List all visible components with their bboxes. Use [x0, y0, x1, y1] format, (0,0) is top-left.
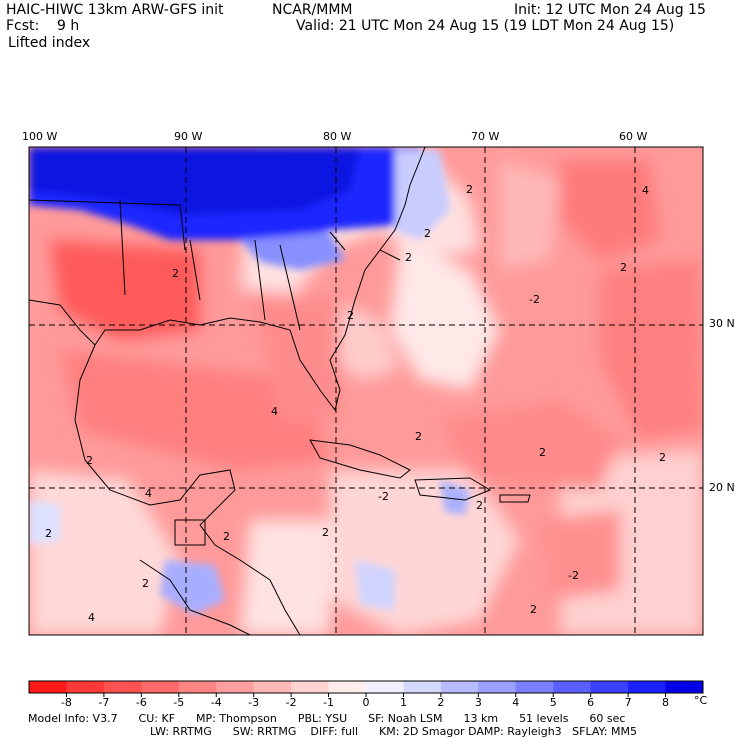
colorbar-swatch [29, 681, 67, 693]
colorbar-swatch [478, 681, 517, 693]
contour-label: -2 [529, 293, 540, 306]
lon-label-90w: 90 W [174, 130, 203, 143]
map-frame [28, 146, 704, 636]
contour-label: 2 [347, 309, 354, 322]
colorbar-swatch [66, 681, 105, 693]
field-shading [29, 147, 703, 635]
colorbar-swatch [553, 681, 592, 693]
colorbar-swatch [515, 681, 554, 693]
contour-label: 2 [415, 430, 422, 443]
contour-label: 4 [271, 405, 278, 418]
colorbar-tick-label: 7 [624, 696, 632, 709]
colorbar-swatch [590, 681, 629, 693]
colorbar-swatch [216, 681, 255, 693]
colorbar-tick-label: -5 [173, 696, 185, 709]
contour-label: 2 [405, 251, 412, 264]
contour-label: 2 [223, 530, 230, 543]
org-label: NCAR/MMM [272, 2, 353, 18]
colorbar-swatch [178, 681, 217, 693]
colorbar-swatch [366, 681, 404, 693]
colorbar-tick-label: -2 [285, 696, 297, 709]
contour-label: 2 [322, 526, 329, 539]
contour-label: -2 [378, 490, 389, 503]
lon-label-80w: 80 W [323, 130, 352, 143]
contour-label: 2 [86, 454, 93, 467]
graticule [29, 147, 703, 635]
colorbar-tick-label: -1 [323, 696, 335, 709]
init-time: Init: 12 UTC Mon 24 Aug 15 [514, 2, 706, 18]
colorbar [28, 680, 704, 697]
coastlines [29, 147, 531, 635]
colorbar-tick-label: -6 [135, 696, 147, 709]
valid-time: Valid: 21 UTC Mon 24 Aug 15 (19 LDT Mon … [296, 18, 675, 34]
contour-label: 2 [476, 499, 483, 512]
colorbar-tick-label: -8 [60, 696, 72, 709]
colorbar-swatch [665, 681, 704, 693]
contour-label: 2 [466, 183, 473, 196]
colorbar-tick-label: 4 [512, 696, 520, 709]
lat-label-20n: 20 N [709, 481, 735, 494]
colorbar-swatch [628, 681, 667, 693]
field-name: Lifted index [8, 35, 91, 51]
colorbar-tick-label: 5 [549, 696, 557, 709]
lon-label-100w: 100 W [22, 130, 58, 143]
colorbar-unit: °C [694, 694, 708, 707]
colorbar-tick-label: -7 [98, 696, 110, 709]
model-title: HAIC-HIWC 13km ARW-GFS init [6, 2, 224, 18]
model-info-line2: LW: RRTMG SW: RRTMG DIFF: full KM: 2D Sm… [150, 725, 637, 738]
colorbar-swatch [253, 681, 292, 693]
colorbar-swatch [328, 681, 367, 693]
lat-label-30n: 30 N [709, 317, 735, 330]
contour-label: 2 [530, 603, 537, 616]
colorbar-tick-label: -4 [210, 696, 222, 709]
colorbar-tick-label: 0 [362, 696, 370, 709]
colorbar-tick-label: -3 [248, 696, 260, 709]
contour-label: 4 [88, 611, 95, 624]
contour-label: 2 [424, 227, 431, 240]
lon-label-70w: 70 W [471, 130, 500, 143]
colorbar-tick-label: 1 [399, 696, 407, 709]
contour-label: 4 [642, 184, 649, 197]
contour-label: 2 [45, 527, 52, 540]
contour-label: 4 [145, 487, 152, 500]
lon-label-60w: 60 W [619, 130, 648, 143]
colorbar-tick-label: 2 [437, 696, 445, 709]
contour-label: 2 [620, 261, 627, 274]
colorbar-swatch [291, 681, 330, 693]
colorbar-tick-label: 6 [587, 696, 595, 709]
colorbar-swatch [103, 681, 142, 693]
contour-label: 2 [539, 446, 546, 459]
colorbar-swatch [440, 681, 479, 693]
model-info-line1: Model Info: V3.7 CU: KF MP: Thompson PBL… [28, 712, 626, 725]
contour-label: 2 [142, 577, 149, 590]
colorbar-swatch [403, 681, 442, 693]
colorbar-tick-label: 3 [474, 696, 482, 709]
contour-label: -2 [568, 569, 579, 582]
contour-label: 2 [172, 267, 179, 280]
colorbar-swatch [141, 681, 180, 693]
contour-label: 2 [659, 451, 666, 464]
colorbar-tick-label: 8 [662, 696, 670, 709]
forecast-hour: Fcst: 9 h [6, 18, 80, 34]
